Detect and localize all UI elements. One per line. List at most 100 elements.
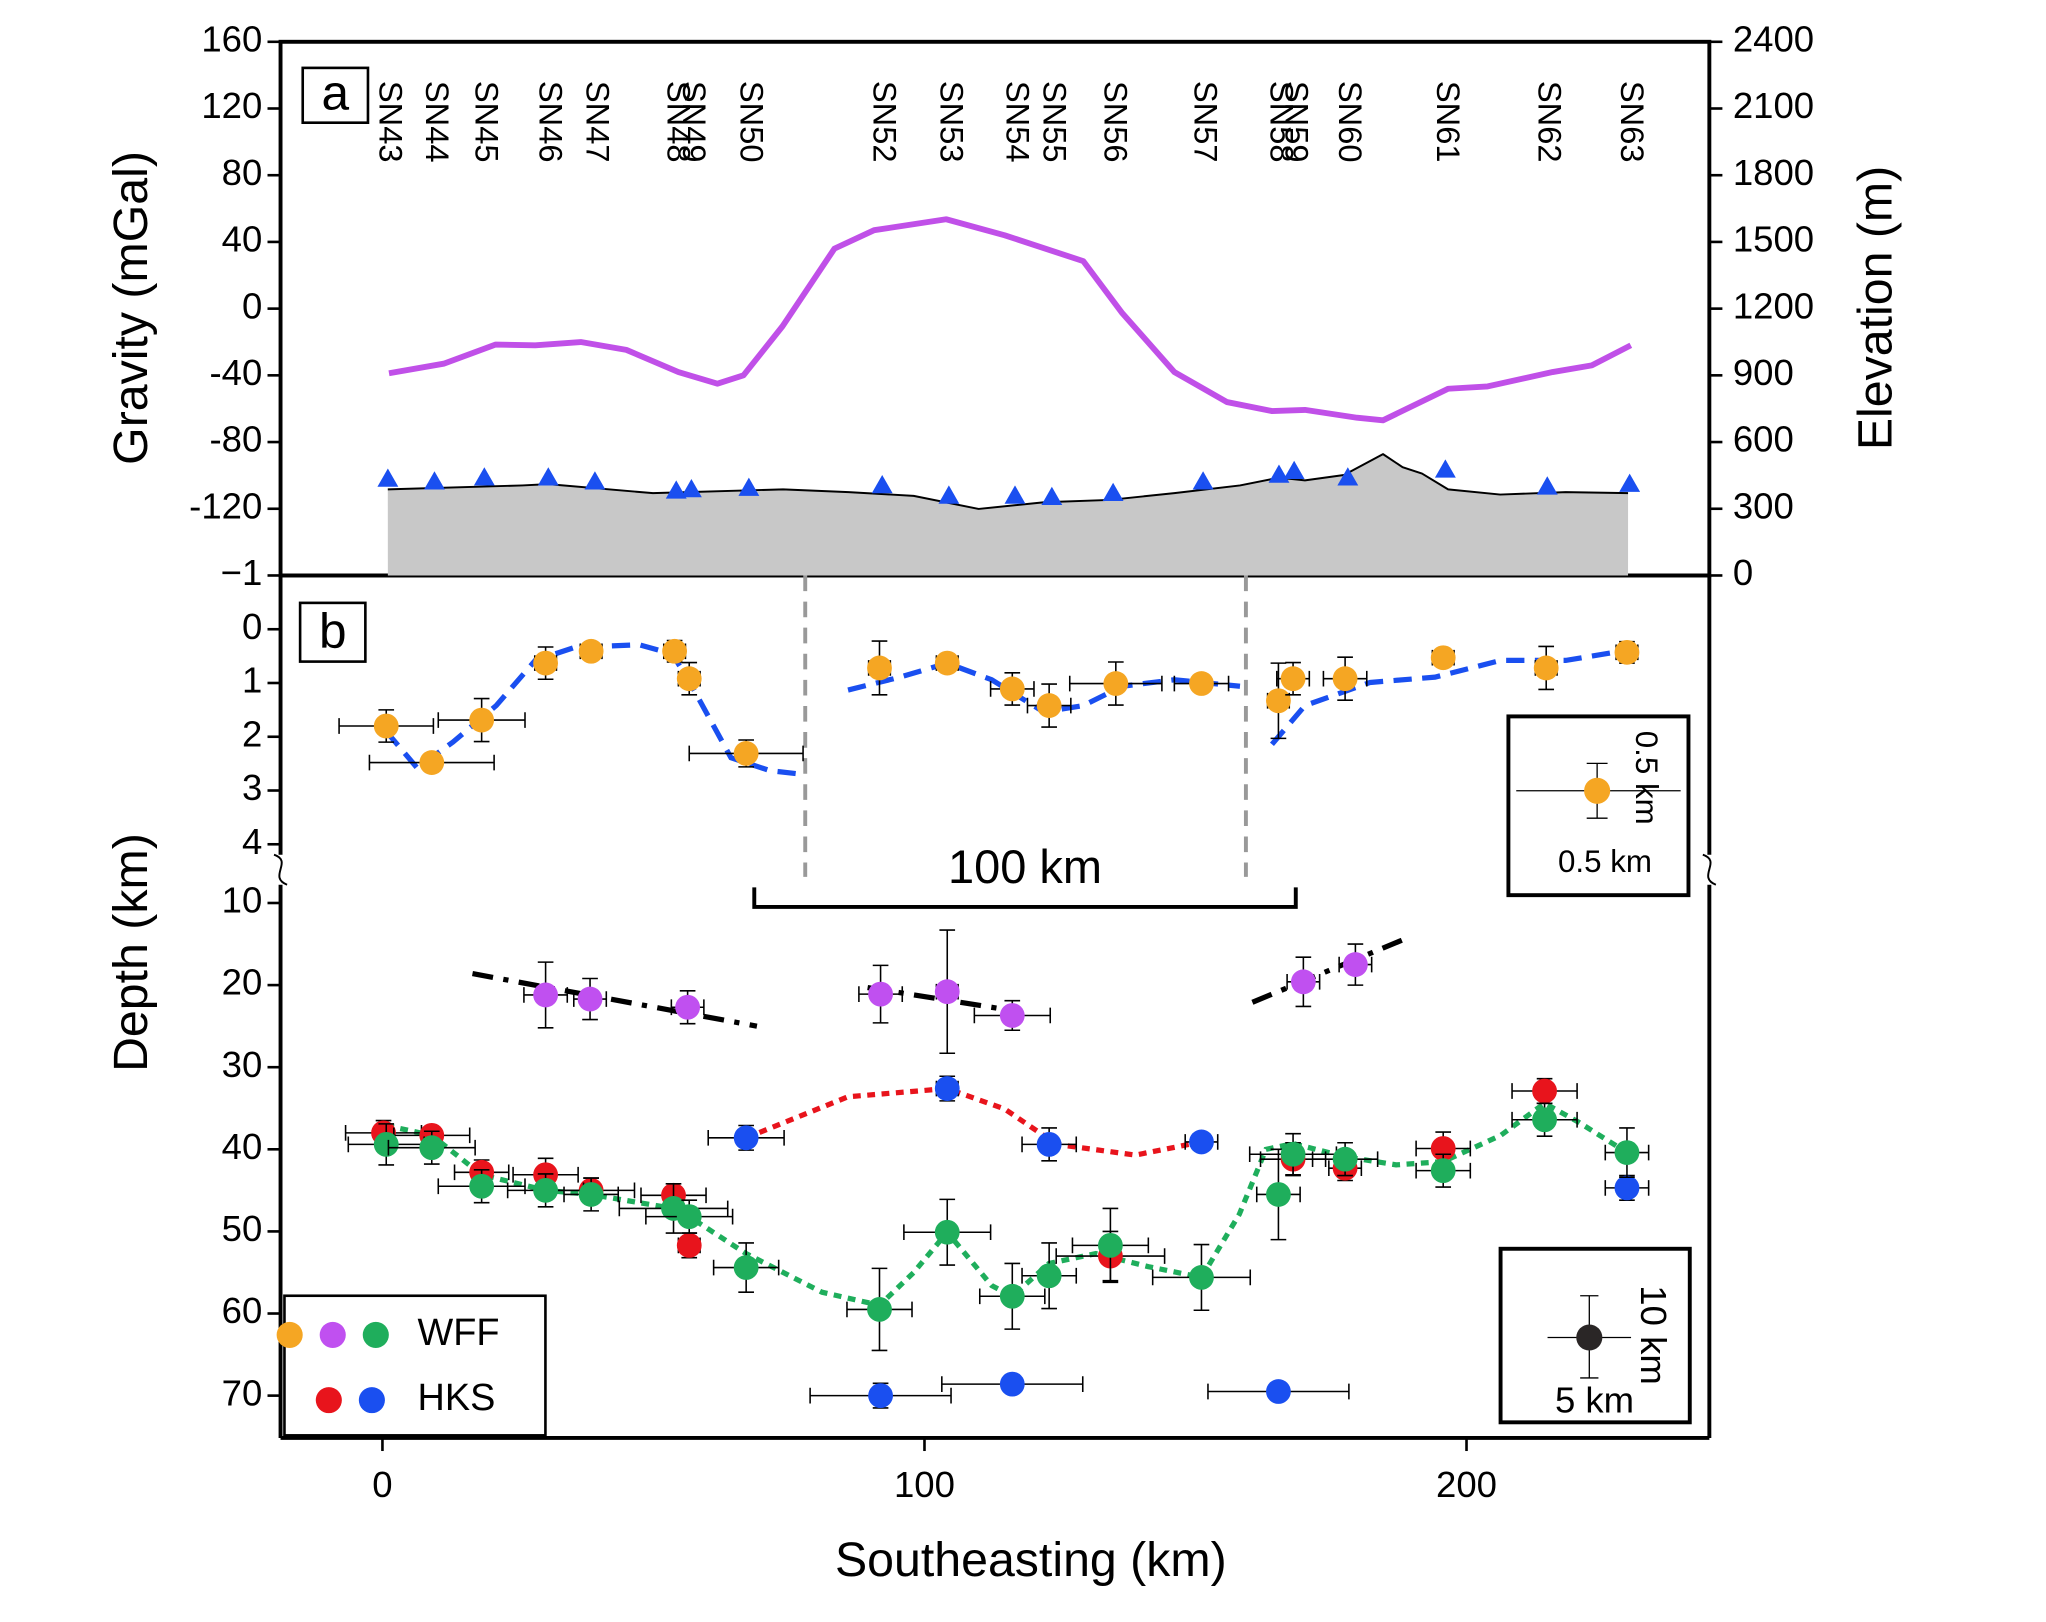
panel-label: a (322, 65, 350, 121)
scale-bracket (752, 887, 1298, 909)
data-point (934, 650, 960, 676)
station (1619, 473, 1641, 492)
scale-symbol (1576, 1324, 1603, 1351)
station (1102, 482, 1124, 502)
data-point (1532, 1107, 1557, 1133)
data-point (1036, 1263, 1062, 1289)
axis-break (1702, 853, 1717, 886)
data-point (868, 981, 893, 1007)
station-label: SN55 (1036, 81, 1073, 163)
y-tick-label: 0 (242, 285, 262, 326)
station (1004, 485, 1026, 504)
y2-tick-label: 300 (1733, 485, 1794, 526)
x-tick-label: 200 (1436, 1464, 1497, 1505)
trend-line (472, 971, 758, 1029)
station-label: SN52 (867, 81, 904, 163)
station (1434, 459, 1456, 478)
station (871, 474, 893, 494)
data-point (1189, 1129, 1214, 1155)
station (1536, 476, 1558, 495)
legend-swatch (319, 1321, 346, 1348)
data-point (1430, 645, 1456, 671)
data-point (1036, 1131, 1062, 1157)
data-point (662, 638, 687, 664)
station (584, 471, 606, 490)
data-point (1533, 655, 1559, 681)
panel-label-box (298, 601, 367, 663)
legend-swatch (315, 1387, 342, 1414)
station (1337, 467, 1359, 486)
data-point (469, 1173, 495, 1199)
y-tick-label: 4 (242, 821, 262, 862)
data-point (1532, 1078, 1557, 1104)
y-tick-label: 10 (222, 880, 263, 921)
station-label: SN49 (676, 81, 713, 163)
legend-label: HKS (418, 1377, 496, 1419)
y-tick-label: 20 (222, 962, 263, 1003)
station (1192, 471, 1214, 490)
y-tick-label: 1 (242, 660, 262, 701)
data-point (1280, 1141, 1306, 1167)
station (1041, 486, 1063, 506)
data-point (733, 1125, 759, 1151)
station (473, 467, 495, 486)
data-point (1098, 1232, 1123, 1258)
station (377, 468, 399, 487)
x-tick-label: 0 (372, 1464, 392, 1505)
y-tick-label: 40 (222, 219, 263, 260)
scale-inset (1506, 714, 1691, 898)
data-point (1266, 688, 1291, 714)
inset-label: 0.5 km (1629, 731, 1664, 825)
panel-label: b (319, 602, 347, 658)
station-label: SN61 (1430, 81, 1467, 163)
y2-tick-label: 2100 (1733, 85, 1814, 126)
data-point (1189, 671, 1214, 696)
y2-tick-label: 900 (1733, 352, 1794, 393)
y-tick-label: 60 (222, 1290, 263, 1331)
legend-swatch (276, 1321, 303, 1348)
data-point (676, 1232, 702, 1258)
y-tick-label: 120 (201, 85, 262, 126)
scale-symbol (1584, 777, 1611, 804)
y-tick-label: −1 (221, 552, 263, 593)
data-point (867, 655, 892, 681)
data-point (733, 741, 759, 766)
panel-label-box (301, 66, 370, 124)
station (537, 467, 559, 486)
terrain-fill (387, 454, 1629, 576)
data-point (999, 676, 1025, 702)
station-label: SN59 (1279, 81, 1316, 163)
trend-line (1251, 935, 1408, 1005)
station (680, 478, 702, 498)
data-point (469, 707, 495, 733)
y-tick-label: 80 (222, 152, 263, 193)
trend-line (867, 984, 1003, 1012)
data-point (1036, 693, 1062, 718)
station-label: SN60 (1332, 81, 1369, 163)
inset-label: 0.5 km (1558, 844, 1652, 879)
inset-label: 5 km (1555, 1379, 1634, 1420)
y-tick-label: -40 (209, 352, 262, 393)
data-point (373, 1131, 399, 1157)
data-point (999, 1003, 1025, 1028)
station-label: SN53 (933, 81, 970, 163)
data-point (676, 666, 702, 692)
y-tick-label: 3 (242, 767, 262, 808)
x-tick-label: 100 (894, 1464, 955, 1505)
station-label: SN56 (1098, 81, 1135, 163)
data-point (533, 1177, 558, 1203)
data-point (578, 1182, 604, 1207)
station-label: SN63 (1614, 81, 1651, 163)
data-point (1614, 1175, 1640, 1201)
data-point (578, 638, 604, 664)
y2-tick-label: 1200 (1733, 285, 1814, 326)
y-axis-label: Depth (km) (104, 833, 158, 1072)
inset-label: 10 km (1633, 1285, 1674, 1384)
y2-tick-label: 1500 (1733, 219, 1814, 260)
station (1283, 460, 1305, 480)
trend-line (385, 1100, 1629, 1309)
scale-label: 100 km (948, 840, 1102, 893)
data-point (867, 1297, 892, 1322)
data-point (675, 994, 701, 1020)
legend-box (283, 1294, 547, 1437)
